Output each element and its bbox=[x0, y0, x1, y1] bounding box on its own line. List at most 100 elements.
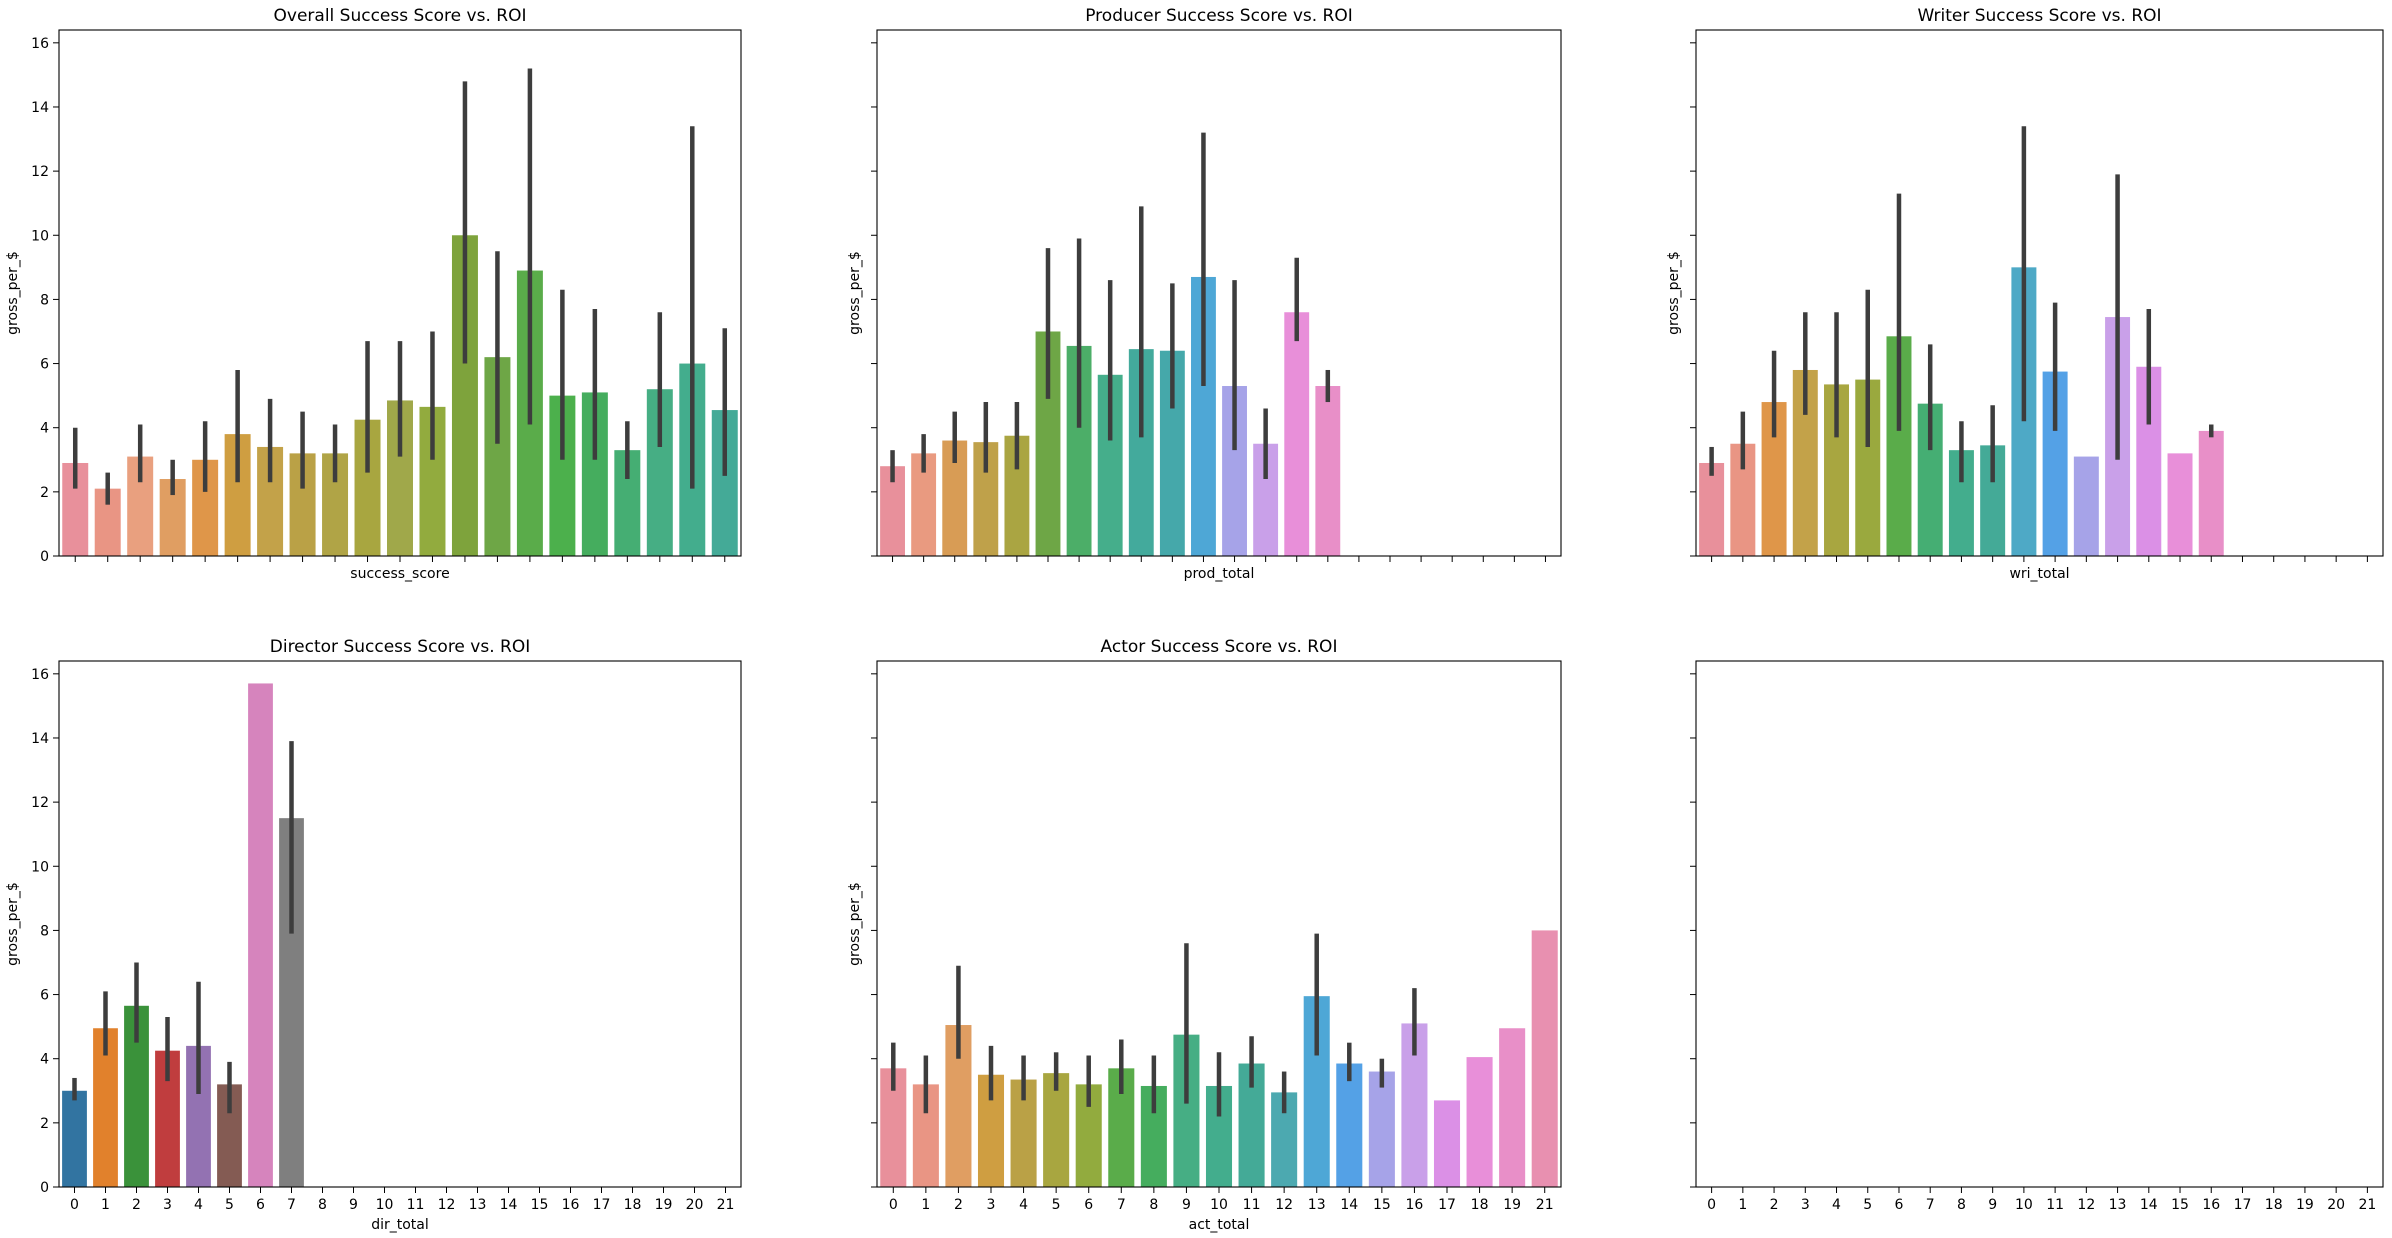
subplot-overall: 0 2 4 6 8 10 12 14 16 Overall Success Score vs. R… bbox=[5, 6, 742, 582]
ytick-label: 2 bbox=[40, 1116, 49, 1132]
xtick-label: 8 bbox=[1149, 1197, 1158, 1213]
xtick-label: 2 bbox=[132, 1197, 141, 1213]
ytick-label: 16 bbox=[31, 36, 49, 52]
xtick-label: 2 bbox=[954, 1197, 963, 1213]
axes-frame bbox=[1695, 29, 2384, 557]
ytick-label: 2 bbox=[40, 485, 49, 501]
xtick-label: 12 bbox=[2077, 1197, 2095, 1213]
xtick-label: 4 bbox=[1832, 1197, 1841, 1213]
xtick-label: 3 bbox=[1801, 1197, 1810, 1213]
xtick-label: 6 bbox=[256, 1197, 265, 1213]
xtick-label: 12 bbox=[438, 1197, 456, 1213]
ytick-label: 10 bbox=[31, 228, 49, 244]
ytick-label: 16 bbox=[31, 667, 49, 683]
chart-title: Producer Success Score vs. ROI bbox=[1085, 6, 1353, 26]
axes-frame bbox=[876, 29, 1562, 557]
y-axis-label: gross_per_$ bbox=[847, 882, 863, 966]
xtick-label: 9 bbox=[1988, 1197, 1997, 1213]
ytick-label: 14 bbox=[31, 100, 49, 116]
y-axis-label: gross_per_$ bbox=[1666, 251, 1682, 335]
x-axis-label: prod_total bbox=[1184, 566, 1255, 582]
bar-17 bbox=[1433, 1100, 1461, 1187]
xtick-label: 20 bbox=[2327, 1197, 2345, 1213]
xtick-label: 18 bbox=[2265, 1197, 2283, 1213]
xtick-label: 20 bbox=[686, 1197, 704, 1213]
xtick-label: 16 bbox=[1406, 1197, 1424, 1213]
xtick-label: 15 bbox=[2171, 1197, 2189, 1213]
chart-title: Director Success Score vs. ROI bbox=[270, 637, 530, 657]
xtick-label: 14 bbox=[2140, 1197, 2158, 1213]
xtick-label: 16 bbox=[2202, 1197, 2220, 1213]
ytick-label: 8 bbox=[40, 923, 49, 939]
bar-6 bbox=[248, 683, 273, 1187]
ytick-label: 14 bbox=[31, 731, 49, 747]
subplot-empty: 0 1 2 3 4 5 6 7 8 9 10 11 12 13 14 15 16 17 18 19 20 21 bbox=[1690, 660, 2384, 1213]
chart-title: Overall Success Score vs. ROI bbox=[274, 6, 527, 26]
xtick-label: 21 bbox=[717, 1197, 735, 1213]
xtick-label: 17 bbox=[2234, 1197, 2252, 1213]
xtick-label: 17 bbox=[593, 1197, 611, 1213]
xtick-label: 21 bbox=[2358, 1197, 2376, 1213]
xtick-label: 7 bbox=[287, 1197, 296, 1213]
xtick-label: 1 bbox=[1738, 1197, 1747, 1213]
y-axis-label: gross_per_$ bbox=[5, 882, 21, 966]
x-axis-label: act_total bbox=[1189, 1217, 1250, 1233]
chart-title: Writer Success Score vs. ROI bbox=[1917, 6, 2161, 26]
xtick-label: 0 bbox=[70, 1197, 79, 1213]
xtick-label: 7 bbox=[1926, 1197, 1935, 1213]
bar-18 bbox=[1466, 1057, 1493, 1187]
ytick-label: 6 bbox=[40, 357, 49, 373]
xtick-label: 13 bbox=[2109, 1197, 2127, 1213]
xtick-label: 18 bbox=[1471, 1197, 1489, 1213]
xtick-label: 8 bbox=[1957, 1197, 1966, 1213]
ytick-label: 8 bbox=[40, 292, 49, 308]
x-axis-label: dir_total bbox=[371, 1217, 429, 1233]
xtick-label: 0 bbox=[1707, 1197, 1716, 1213]
x-axis-label: wri_total bbox=[2009, 566, 2069, 582]
xtick-label: 14 bbox=[1340, 1197, 1358, 1213]
ytick-label: 12 bbox=[31, 795, 49, 811]
xtick-label: 13 bbox=[469, 1197, 487, 1213]
xtick-label: 10 bbox=[2015, 1197, 2033, 1213]
xtick-label: 19 bbox=[655, 1197, 673, 1213]
xtick-label: 3 bbox=[987, 1197, 996, 1213]
bar-14 bbox=[1315, 386, 1341, 556]
xtick-label: 8 bbox=[318, 1197, 327, 1213]
ytick-label: 6 bbox=[40, 988, 49, 1004]
xtick-label: 15 bbox=[531, 1197, 549, 1213]
subplot-producer: Producer Success Score vs. ROI prod_total… bbox=[847, 6, 1562, 582]
xtick-label: 21 bbox=[1536, 1197, 1554, 1213]
xtick-label: 0 bbox=[889, 1197, 898, 1213]
xtick-label: 11 bbox=[407, 1197, 425, 1213]
xtick-label: 5 bbox=[1863, 1197, 1872, 1213]
bar-16 bbox=[2198, 430, 2224, 556]
ytick-label: 10 bbox=[31, 859, 49, 875]
xtick-label: 15 bbox=[1373, 1197, 1391, 1213]
bar-14 bbox=[1336, 1063, 1363, 1187]
y-axis-label: gross_per_$ bbox=[847, 251, 863, 335]
ytick-label: 4 bbox=[40, 421, 49, 437]
ytick-label: 0 bbox=[40, 1180, 49, 1196]
xtick-label: 17 bbox=[1438, 1197, 1456, 1213]
xtick-label: 2 bbox=[1770, 1197, 1779, 1213]
xtick-label: 5 bbox=[225, 1197, 234, 1213]
xtick-label: 3 bbox=[163, 1197, 172, 1213]
bar-5 bbox=[1043, 1073, 1070, 1187]
bar-19 bbox=[1499, 1028, 1526, 1187]
bar-15 bbox=[2167, 453, 2193, 556]
axes-frame bbox=[876, 660, 1562, 1188]
bar-21 bbox=[1531, 930, 1558, 1187]
xtick-label: 13 bbox=[1308, 1197, 1326, 1213]
bar-12 bbox=[2073, 456, 2099, 556]
xtick-label: 12 bbox=[1275, 1197, 1293, 1213]
ytick-label: 12 bbox=[31, 164, 49, 180]
xtick-label: 9 bbox=[1182, 1197, 1191, 1213]
xtick-label: 11 bbox=[1243, 1197, 1261, 1213]
chart-title: Actor Success Score vs. ROI bbox=[1101, 637, 1338, 657]
bar-0 bbox=[62, 1090, 87, 1187]
ytick-label: 4 bbox=[40, 1052, 49, 1068]
xtick-label: 11 bbox=[2046, 1197, 2064, 1213]
